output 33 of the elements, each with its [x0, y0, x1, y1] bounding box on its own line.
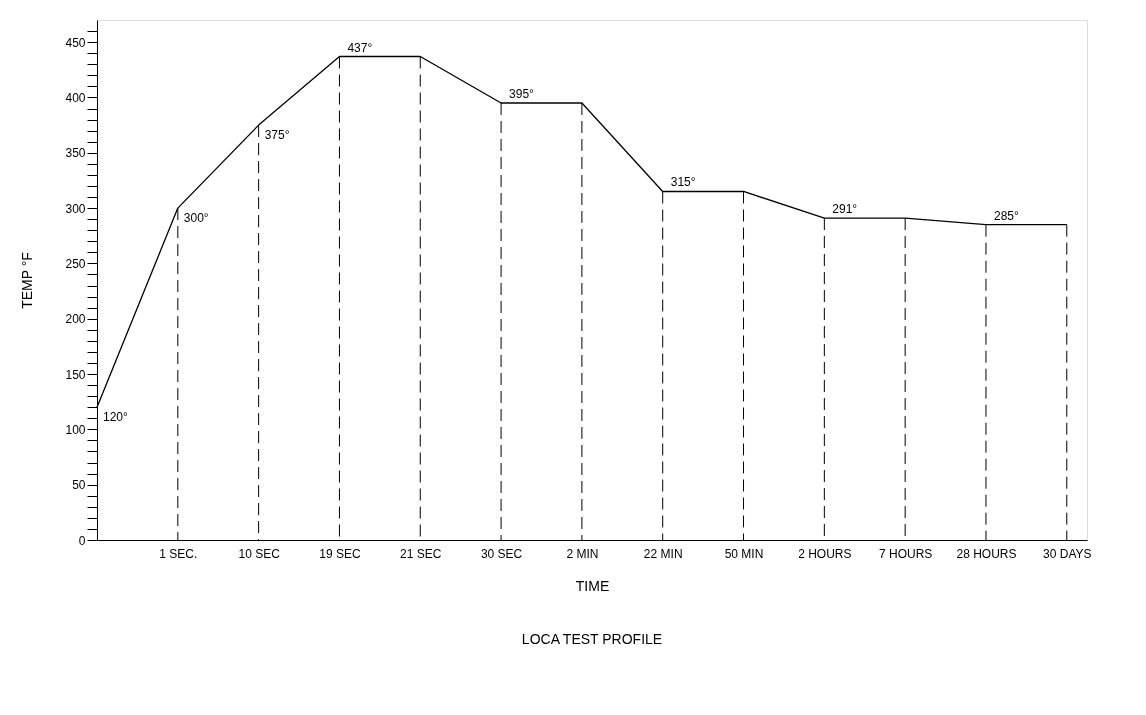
x-tick-label: 7 HOURS	[878, 546, 933, 561]
data-label: 285°	[993, 208, 1019, 223]
y-tick-label: 50	[72, 478, 86, 493]
x-tick-label: 19 SEC	[319, 546, 361, 561]
data-label: 437°	[347, 40, 373, 55]
y-tick-label: 400	[65, 90, 86, 105]
x-tick-label: 10 SEC	[238, 546, 281, 561]
y-tick-label: 350	[65, 146, 86, 161]
y-axis-title: TEMP °F	[19, 252, 36, 309]
data-label: 375°	[264, 128, 290, 143]
x-tick-label: 2 HOURS	[798, 546, 852, 561]
x-tick-label: 1 SEC.	[159, 546, 198, 561]
data-label: 120°	[103, 410, 129, 425]
data-label: 291°	[832, 202, 858, 217]
y-tick-label: 450	[65, 35, 86, 50]
x-tick-label: 30 DAYS	[1043, 546, 1092, 561]
x-tick-label: 22 MIN	[643, 546, 683, 561]
x-tick-label: 30 SEC	[480, 546, 523, 561]
y-tick-label: 200	[65, 312, 86, 327]
x-tick-label: 21 SEC	[400, 546, 442, 561]
y-tick-label: 0	[78, 533, 86, 548]
x-tick-label: 50 MIN	[724, 546, 764, 561]
y-tick-label: 100	[65, 422, 86, 437]
data-label: 315°	[670, 175, 696, 190]
x-tick-label: 2 MIN	[566, 546, 599, 561]
x-axis-title: TIME	[575, 577, 610, 594]
text: LOCA TEST PROFILE	[521, 631, 663, 647]
data-label: 300°	[183, 211, 209, 226]
data-label: 395°	[509, 86, 535, 101]
x-tick-label: 28 HOURS	[956, 546, 1017, 561]
y-tick-label: 150	[65, 367, 86, 382]
y-tick-label: 300	[65, 201, 86, 216]
y-tick-label: 250	[65, 256, 86, 271]
